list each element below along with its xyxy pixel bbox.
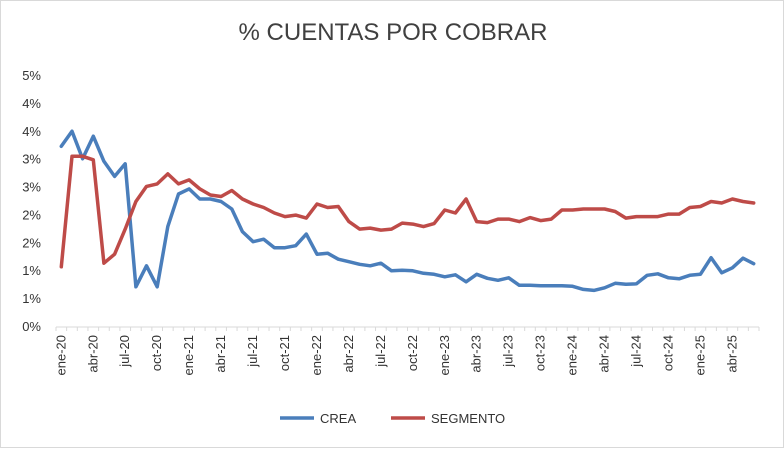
x-tick-label: abr-24 xyxy=(597,335,612,373)
legend-label: CREA xyxy=(320,411,356,426)
x-tick-label: ene-24 xyxy=(565,335,580,375)
x-tick-label: jul-21 xyxy=(245,335,260,368)
y-tick-label: 3% xyxy=(22,180,41,195)
x-tick-label: abr-22 xyxy=(341,335,356,373)
x-tick-label: abr-21 xyxy=(213,335,228,373)
y-tick-label: 4% xyxy=(22,124,41,139)
chart-title: % CUENTAS POR COBRAR xyxy=(238,19,548,46)
x-tick-label: ene-25 xyxy=(692,335,707,375)
y-tick-label: 1% xyxy=(22,263,41,278)
x-tick-label: ene-22 xyxy=(309,335,324,375)
y-tick-label: 2% xyxy=(22,235,41,250)
series-line-crea xyxy=(59,129,756,293)
x-tick-label: ene-20 xyxy=(53,335,68,375)
y-tick-label: 1% xyxy=(22,291,41,306)
legend-label: SEGMENTO xyxy=(431,411,505,426)
x-tick-label: oct-20 xyxy=(149,335,164,371)
x-tick-label: oct-24 xyxy=(660,335,675,371)
y-tick-label: 3% xyxy=(22,152,41,167)
x-tick-label: ene-21 xyxy=(181,335,196,375)
y-tick-label: 5% xyxy=(22,68,41,83)
y-tick-label: 2% xyxy=(22,207,41,222)
x-tick-label: abr-23 xyxy=(469,335,484,373)
y-tick-label: 4% xyxy=(22,96,41,111)
x-tick-label: jul-24 xyxy=(629,335,644,368)
x-tick-label: oct-21 xyxy=(277,335,292,371)
x-tick-label: oct-23 xyxy=(533,335,548,371)
x-tick-label: abr-20 xyxy=(85,335,100,373)
x-tick-label: ene-23 xyxy=(437,335,452,375)
x-tick-label: jul-20 xyxy=(117,335,132,368)
x-tick-label: abr-25 xyxy=(724,335,739,373)
x-tick-label: oct-22 xyxy=(405,335,420,371)
series-line-segmento xyxy=(59,154,756,269)
y-tick-label: 0% xyxy=(22,319,41,334)
x-tick-label: jul-23 xyxy=(501,335,516,368)
x-tick-label: jul-22 xyxy=(373,335,388,368)
